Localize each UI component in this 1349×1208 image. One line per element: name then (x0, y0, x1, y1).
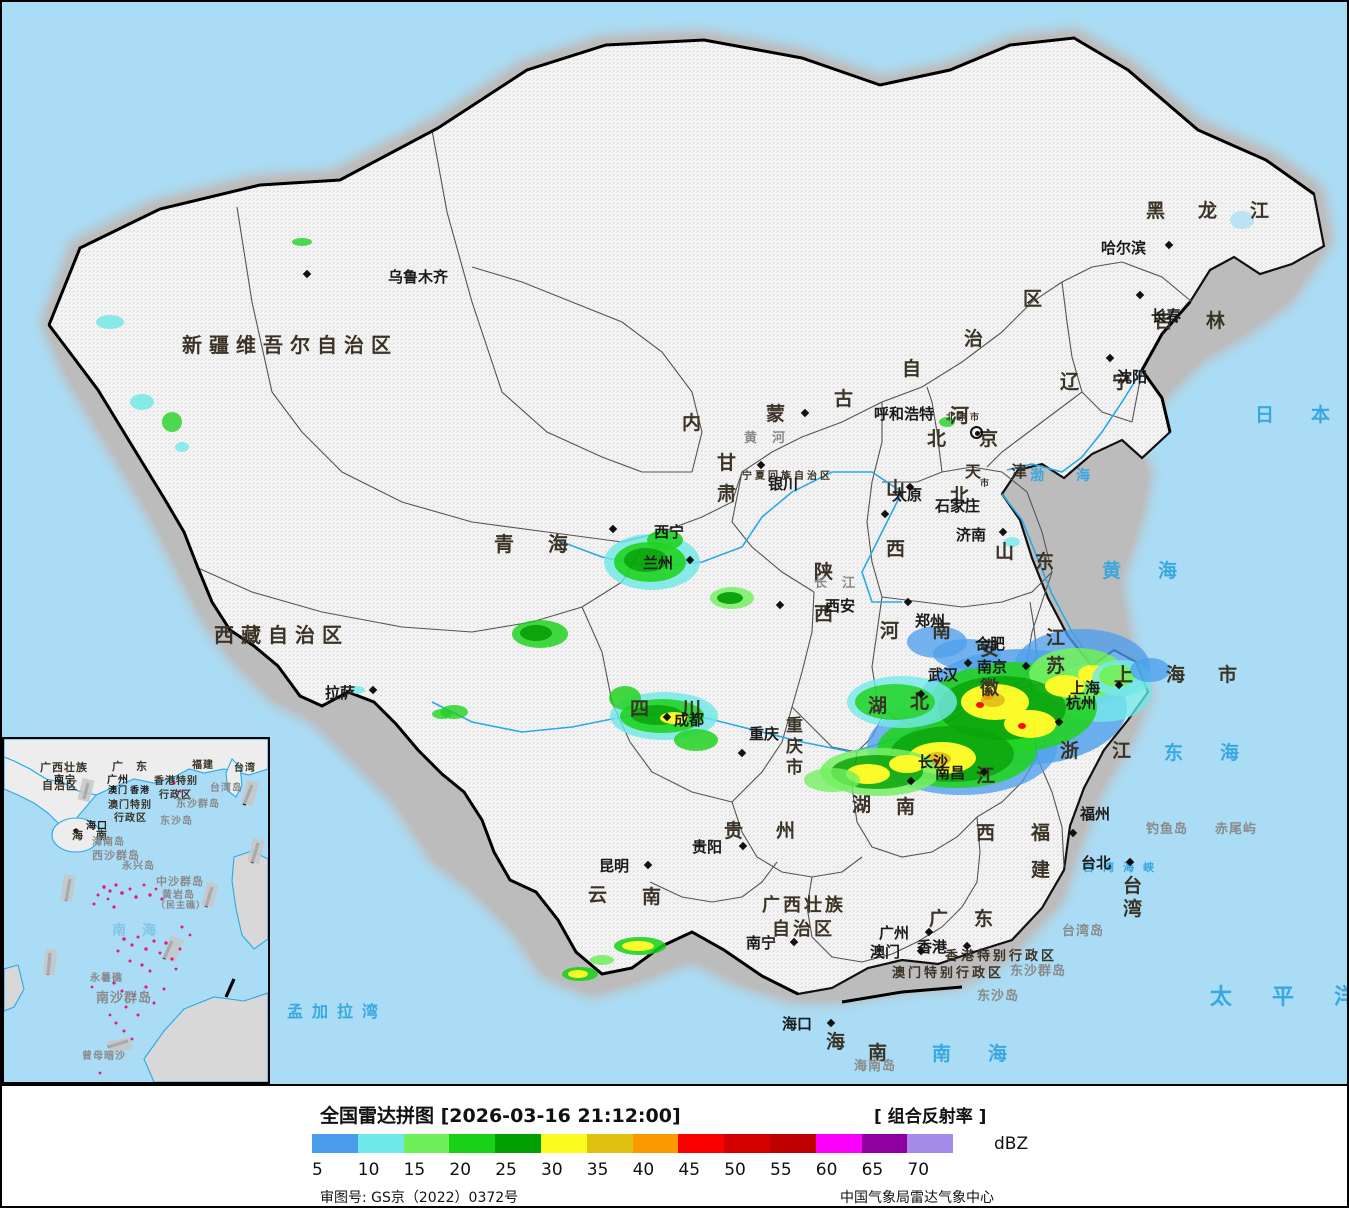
taiwan-island (225, 758, 243, 798)
color-swatch-40[interactable] (632, 1134, 679, 1153)
color-scale-ticks: 5 10 15 20 25 30 35 40 45 50 55 60 65 70 (307, 1160, 1007, 1180)
tick-50: 50 (724, 1160, 746, 1180)
hainan-island (51, 817, 101, 853)
tick-40: 40 (632, 1160, 655, 1180)
legend-title: 全国雷达拼图 [2026-03-16 21:12:00] (320, 1105, 681, 1127)
color-swatch-65[interactable] (861, 1134, 908, 1153)
color-swatch-55[interactable] (769, 1134, 816, 1153)
approval-number: 审图号: GS京（2022）0372号 (320, 1190, 519, 1206)
tick-30: 30 (541, 1160, 563, 1180)
credit-label: 中国气象局雷达气象中心 (840, 1190, 994, 1206)
tick-45: 45 (678, 1160, 701, 1180)
tick-10: 10 (357, 1160, 380, 1180)
tick-5: 5 (312, 1160, 323, 1180)
tick-25: 25 (495, 1160, 517, 1180)
color-swatch-15[interactable] (403, 1134, 450, 1153)
inset-vector (4, 739, 268, 1082)
haikou-dot (73, 828, 79, 834)
color-swatch-10[interactable] (357, 1134, 404, 1153)
color-swatch-5[interactable] (312, 1134, 358, 1153)
radar-echo-layer (96, 211, 1254, 981)
color-scale-unit: dBZ (994, 1134, 1029, 1154)
echo-jiangnan (804, 626, 1170, 796)
legend-product-label: [ 组合反射率 ] (874, 1107, 987, 1127)
echo-yunnan (562, 937, 666, 981)
color-swatch-50[interactable] (724, 1134, 770, 1153)
color-scale-bar[interactable] (312, 1134, 954, 1153)
color-swatch-20[interactable] (449, 1134, 496, 1153)
capital-marker-beijing[interactable] (970, 426, 983, 439)
color-swatch-60[interactable] (815, 1134, 862, 1153)
south-china-sea-inset[interactable]: 广西壮族 自治区广 东福建 台湾 南宁 广州 香港特别 行政区 澳门 香港 澳门特别 行政区 台湾岛东… (2, 737, 270, 1084)
tick-15: 15 (403, 1160, 426, 1180)
legend-panel: 全国雷达拼图 [2026-03-16 21:12:00] [ 组合反射率 ] d… (2, 1086, 1347, 1206)
color-swatch-70[interactable] (907, 1134, 954, 1153)
echo-xinjiang-tibet (96, 238, 452, 719)
tick-60: 60 (815, 1160, 838, 1180)
color-swatch-30[interactable] (540, 1134, 587, 1153)
tick-55: 55 (770, 1160, 792, 1180)
map-canvas[interactable]: 新疆维吾尔自治区 西藏自治区青 海内蒙古自治区黑 龙 江吉 林辽 宁甘肃宁夏回族自… (2, 2, 1347, 1086)
china-map-vector (42, 30, 1332, 1004)
island-dots (90, 781, 192, 1075)
tick-35: 35 (586, 1160, 609, 1180)
national-border (47, 36, 1315, 1004)
echo-gansu-qinghai (440, 530, 754, 719)
color-swatch-25[interactable] (495, 1134, 541, 1153)
tick-70: 70 (907, 1160, 930, 1180)
color-swatch-35[interactable] (586, 1134, 633, 1153)
echo-scattered-north (939, 211, 1254, 547)
tick-65: 65 (861, 1160, 884, 1180)
tick-20: 20 (449, 1160, 472, 1180)
color-swatch-45[interactable] (678, 1134, 725, 1153)
